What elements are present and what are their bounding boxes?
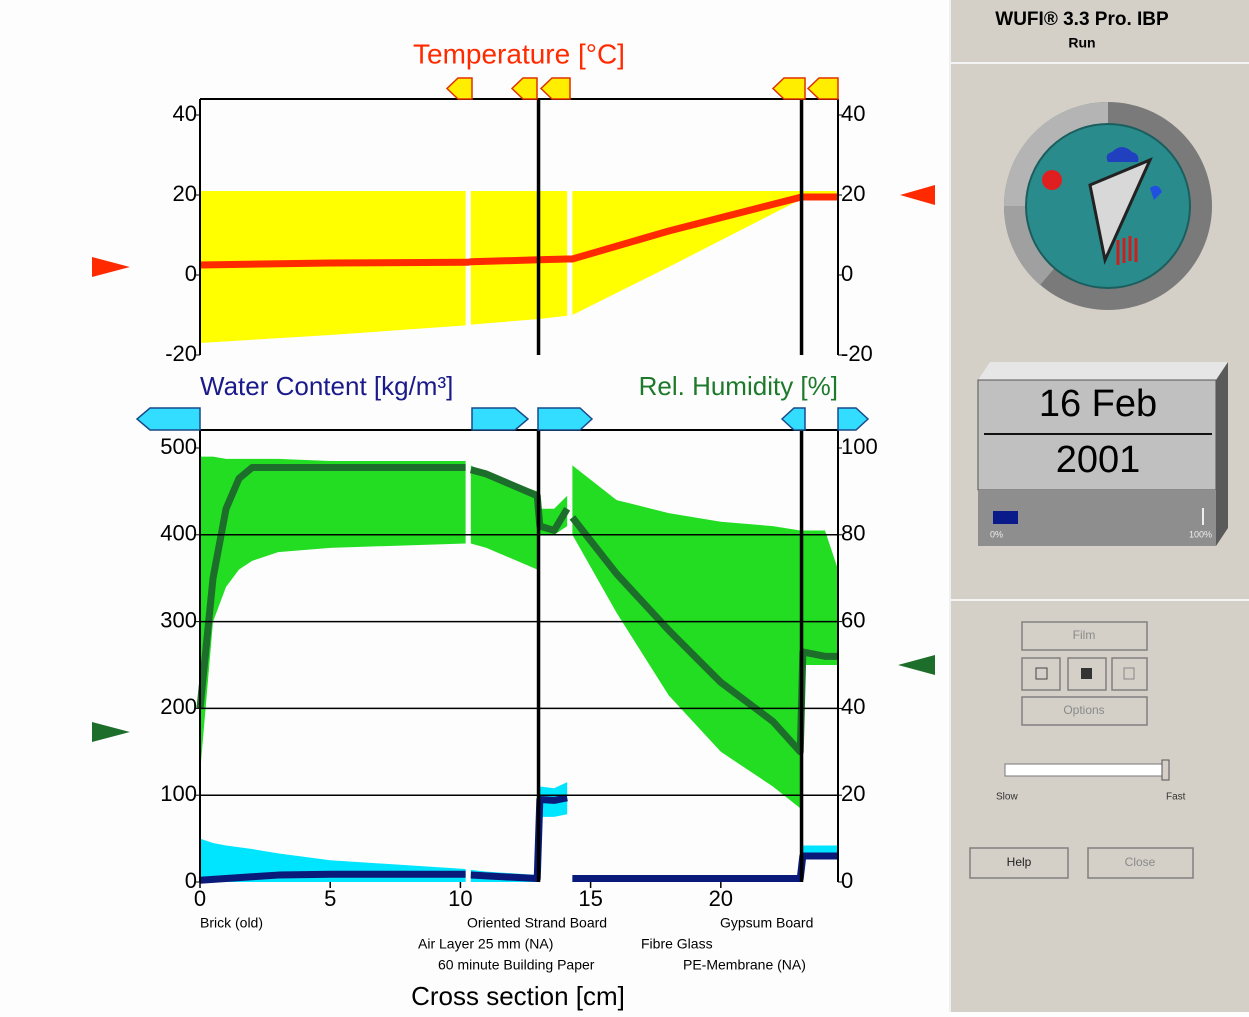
range-band: [200, 456, 838, 809]
x-tick-label: 15: [578, 886, 602, 911]
speed-slider[interactable]: [1004, 763, 1169, 777]
slider-thumb[interactable]: [1161, 759, 1170, 781]
interior-temp-arrow: [900, 185, 935, 205]
range-band: [200, 782, 838, 882]
flag: [771, 77, 806, 100]
step-back-button[interactable]: [1021, 657, 1061, 691]
layer-label: 60 minute Building Paper: [438, 957, 595, 973]
box-side: [1216, 362, 1228, 546]
flag: [837, 407, 870, 431]
flag: [537, 407, 594, 431]
progress-max: 100%: [1189, 529, 1212, 539]
x-tick-label: 10: [448, 886, 472, 911]
y2-axis-label: Rel. Humidity [%]: [639, 371, 838, 401]
flag: [510, 77, 538, 100]
layer-label: Oriented Strand Board: [467, 915, 607, 931]
y-tick-label: 300: [160, 607, 197, 632]
date-year: 2001: [1056, 439, 1141, 481]
y2-tick-label: 0: [841, 261, 853, 286]
profile-line: [199, 193, 838, 269]
y-tick-label: 400: [160, 521, 197, 546]
icon: [1123, 667, 1135, 680]
temperature-flags: [445, 77, 839, 100]
y-tick-label: -20: [165, 341, 197, 366]
y-tick-label: 0: [185, 868, 197, 893]
layer-label: Gypsum Board: [720, 915, 813, 931]
y-tick-label: 0: [185, 261, 197, 286]
button-label: Close: [1125, 855, 1156, 869]
options-button[interactable]: [1021, 696, 1148, 726]
wall-icon: [1088, 157, 1153, 265]
progress-bar: [993, 511, 1018, 524]
y2-tick-label: 0: [841, 868, 853, 893]
y2-tick-label: 20: [841, 781, 865, 806]
controls: Film Options Slow Fast Help Close: [969, 621, 1194, 879]
y2-tick-label: 100: [841, 434, 878, 459]
speed-max: Fast: [1166, 792, 1186, 803]
y2-tick-label: 40: [841, 694, 865, 719]
button-label: Film: [1073, 628, 1096, 642]
icon: [1035, 667, 1048, 680]
help-button[interactable]: [969, 847, 1069, 879]
y-tick-label: 20: [173, 181, 197, 206]
icon: [1081, 668, 1092, 679]
button-label: Options: [1063, 703, 1104, 717]
app-title: WUFI® 3.3 Pro. IBP: [995, 9, 1169, 30]
flag: [445, 77, 473, 100]
chart-title: Temperature [°C]: [413, 38, 625, 69]
date-day: 16 Feb: [1039, 383, 1157, 425]
x-axis-label: Cross section [cm]: [411, 981, 625, 1011]
flag: [539, 77, 571, 100]
y-axis-label: Water Content [kg/m³]: [200, 371, 453, 401]
moisture-flags: [135, 407, 870, 431]
y-tick-label: 500: [160, 434, 197, 459]
step-button[interactable]: [1111, 657, 1148, 691]
flag: [135, 407, 201, 431]
x-tick-label: 5: [324, 886, 336, 911]
status: Run: [1068, 35, 1095, 51]
film-button[interactable]: [1021, 621, 1148, 651]
y2-tick-label: 80: [841, 521, 865, 546]
flag: [780, 407, 806, 431]
y-tick-label: 100: [160, 781, 197, 806]
interior-rh-arrow: [898, 655, 935, 675]
button-label: Help: [1007, 855, 1032, 869]
y2-tick-label: 40: [841, 101, 865, 126]
exterior-temp-arrow: [92, 257, 130, 277]
layer-label: Air Layer 25 mm (NA): [418, 936, 553, 952]
close-button[interactable]: [1087, 847, 1194, 879]
cloud-icon: [1106, 147, 1139, 162]
wind-icon: [1150, 185, 1162, 200]
climate-dial: [1003, 102, 1212, 310]
y-tick-label: 200: [160, 694, 197, 719]
y2-tick-label: -20: [841, 341, 873, 366]
heat-icon: [1116, 236, 1138, 265]
exterior-rh-arrow: [92, 722, 130, 742]
progress-min: 0%: [990, 529, 1003, 539]
y2-tick-label: 60: [841, 607, 865, 632]
layer-label: PE-Membrane (NA): [683, 957, 806, 973]
sun-icon: [1042, 170, 1062, 190]
flag: [471, 407, 530, 431]
date-box: 16 Feb 2001 0% 100%: [977, 362, 1228, 546]
layer-label: Brick (old): [200, 915, 263, 931]
flag: [806, 77, 839, 100]
x-tick-label: 0: [194, 886, 206, 911]
speed-min: Slow: [996, 792, 1018, 803]
x-tick-label: 20: [709, 886, 733, 911]
box-top: [978, 362, 1228, 380]
y2-tick-label: 20: [841, 181, 865, 206]
layer-label: Fibre Glass: [641, 936, 713, 952]
y-tick-label: 40: [173, 101, 197, 126]
